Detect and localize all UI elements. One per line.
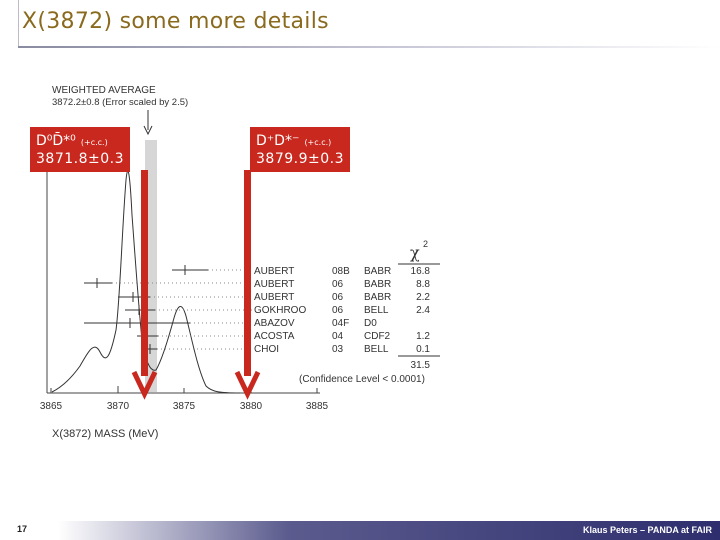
threshold-arrow-ddplus [234, 170, 261, 400]
table-experiment: BABR [364, 279, 391, 290]
charge-conjugate-label: (+c.c.) [304, 138, 332, 147]
table-experiment: BABR [364, 266, 391, 277]
table-chi2: 2.2 [416, 292, 430, 303]
state-label: D⁺D*⁻ [256, 133, 300, 149]
table-experiment: BELL [364, 305, 389, 316]
table-author: AUBERT [254, 292, 294, 303]
table-author: ACOSTA [254, 331, 295, 342]
confidence-level: (Confidence Level < 0.0001) [299, 374, 425, 385]
table-experiment: BELL [364, 344, 389, 355]
x-tick-label: 3870 [107, 401, 130, 412]
table-year: 04 [332, 331, 344, 342]
page-number: 17 [17, 524, 28, 534]
table-author: CHOI [254, 344, 279, 355]
table-year: 04F [332, 318, 349, 329]
table-experiment: D0 [364, 318, 377, 329]
chi2-symbol: χ [410, 243, 420, 262]
table-author: AUBERT [254, 266, 294, 277]
chi2-total: 31.5 [411, 360, 431, 371]
table-chi2: 1.2 [416, 331, 430, 342]
chi2-exponent: 2 [423, 239, 428, 249]
table-chi2: 2.4 [416, 305, 430, 316]
x-tick-label: 3880 [240, 401, 263, 412]
slide-title: X(3872) some more details [22, 9, 329, 34]
footer-bar [0, 521, 720, 540]
table-year: 06 [332, 305, 344, 316]
table-year: 03 [332, 344, 344, 355]
threshold-arrow-dd0 [131, 170, 158, 400]
table-experiment: BABR [364, 292, 391, 303]
x-tick-label: 3885 [306, 401, 329, 412]
charge-conjugate-label: (+c.c.) [80, 138, 108, 147]
footer-text: Klaus Peters – PANDA at FAIR [582, 525, 712, 535]
table-year: 06 [332, 279, 344, 290]
table-author: AUBERT [254, 279, 294, 290]
threshold-value: 3871.8±0.3 [36, 150, 124, 167]
table-year: 06 [332, 292, 344, 303]
label-dplus-dminus: D⁺D*⁻ (+c.c.) 3879.9±0.3 [250, 127, 350, 172]
measurement-table: AUBERT 08B BABR 16.8 AUBERT 06 BABR 8.8 … [254, 266, 430, 355]
label-d0-dbar0: D⁰D̄*⁰ (+c.c.) 3871.8±0.3 [30, 127, 130, 172]
ideogram-curve [51, 170, 241, 394]
x-axis-label: X(3872) MASS (MeV) [52, 428, 158, 440]
threshold-value: 3879.9±0.3 [256, 150, 344, 167]
table-experiment: CDF2 [364, 331, 391, 342]
table-author: GOKHROO [254, 305, 306, 316]
weighted-average-value: 3872.2±0.8 (Error scaled by 2.5) [52, 97, 188, 108]
table-chi2: 0.1 [416, 344, 430, 355]
title-underline [18, 46, 720, 48]
table-chi2: 8.8 [416, 279, 430, 290]
title-left-rule [18, 0, 19, 48]
table-chi2: 16.8 [411, 266, 431, 277]
x-tick-label: 3865 [40, 401, 63, 412]
weighted-average-title: WEIGHTED AVERAGE [52, 85, 156, 96]
x-tick-label: 3875 [173, 401, 196, 412]
state-label: D⁰D̄*⁰ [36, 133, 76, 149]
x-axis-ticks [50, 386, 318, 393]
table-author: ABAZOV [254, 318, 295, 329]
table-year: 08B [332, 266, 350, 277]
